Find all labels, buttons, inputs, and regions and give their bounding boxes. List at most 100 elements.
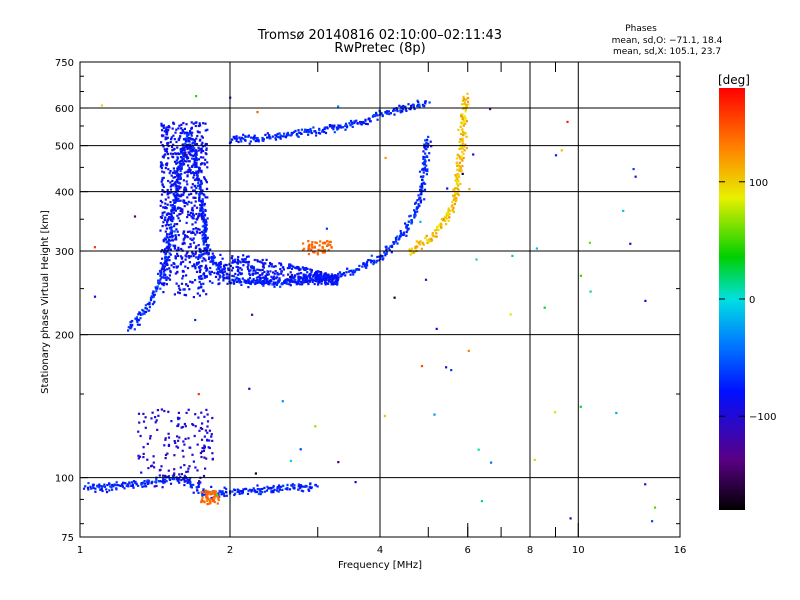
data-point: [135, 316, 138, 319]
data-point: [271, 489, 274, 492]
data-point: [205, 187, 208, 190]
data-point: [188, 479, 191, 482]
data-point: [151, 292, 154, 295]
data-point: [207, 493, 210, 496]
data-point: [203, 176, 206, 179]
data-point: [201, 277, 204, 280]
x-tick-label: 8: [527, 545, 533, 556]
data-point: [187, 246, 190, 249]
data-point: [296, 267, 299, 270]
data-point: [219, 490, 223, 493]
data-point: [269, 270, 272, 273]
data-point: [324, 241, 327, 244]
data-point: [241, 277, 244, 280]
data-point: [197, 178, 201, 181]
data-point: [100, 488, 103, 491]
data-point: [147, 482, 150, 485]
data-point: [401, 107, 404, 111]
data-point: [175, 128, 178, 131]
data-point: [314, 483, 317, 487]
data-point: [187, 164, 190, 167]
grid-lines: [80, 62, 680, 537]
data-point: [167, 248, 170, 251]
data-point: [208, 490, 212, 494]
data-point: [176, 157, 179, 160]
data-point: [190, 127, 193, 130]
data-point: [200, 151, 203, 154]
data-point: [268, 134, 271, 137]
data-point: [203, 204, 206, 207]
data-point: [329, 243, 332, 247]
data-point: [307, 129, 310, 132]
data-point: [414, 210, 417, 213]
data-point: [186, 470, 190, 473]
data-point: [264, 133, 267, 136]
data-point: [349, 273, 352, 276]
data-point: [181, 129, 184, 133]
data-point: [223, 264, 226, 267]
data-point: [185, 255, 188, 258]
data-point: [160, 408, 163, 411]
data-point: [165, 213, 168, 216]
data-point: [162, 266, 165, 269]
data-point: [186, 196, 189, 199]
data-point: [206, 246, 209, 249]
data-point: [175, 178, 178, 182]
data-point: [254, 269, 257, 272]
data-point: [101, 485, 104, 488]
data-point: [290, 275, 293, 278]
data-point: [211, 457, 214, 460]
data-point: [203, 222, 206, 225]
data-point: [157, 272, 160, 275]
data-point: [194, 413, 197, 416]
data-point: [280, 272, 283, 275]
data-point: [560, 149, 563, 152]
data-point: [322, 242, 325, 245]
data-point: [301, 283, 304, 286]
data-point: [382, 257, 385, 260]
data-point: [203, 252, 206, 255]
data-point: [309, 268, 312, 271]
data-point: [158, 469, 161, 472]
data-point: [224, 490, 227, 494]
data-point: [292, 265, 295, 268]
data-point: [183, 230, 186, 233]
data-point: [371, 260, 374, 263]
data-point: [198, 214, 201, 217]
data-point: [179, 199, 182, 202]
data-point: [180, 165, 183, 168]
data-point: [165, 480, 168, 483]
data-point: [225, 487, 228, 491]
data-point: [252, 138, 255, 141]
data-point: [164, 153, 167, 156]
data-point: [214, 275, 218, 278]
data-point: [262, 262, 265, 265]
data-point: [180, 247, 183, 251]
data-point: [214, 492, 217, 496]
data-point: [185, 123, 188, 126]
data-point: [178, 436, 181, 439]
data-point: [200, 253, 203, 256]
data-point: [183, 422, 186, 426]
data-point: [454, 194, 457, 197]
data-point: [251, 281, 254, 284]
data-point: [200, 498, 204, 501]
data-point: [96, 485, 99, 488]
data-point: [426, 241, 429, 245]
data-point: [186, 140, 189, 143]
data-point: [288, 266, 291, 269]
data-point: [186, 155, 189, 159]
data-point: [172, 143, 175, 146]
data-point: [464, 108, 467, 112]
data-point: [183, 474, 186, 477]
data-point: [244, 135, 247, 138]
data-point: [142, 456, 145, 459]
data-point: [461, 147, 464, 150]
data-point: [159, 274, 162, 277]
data-point: [202, 282, 205, 285]
data-point: [178, 473, 181, 476]
data-point: [205, 237, 208, 241]
data-point: [262, 264, 265, 267]
data-point: [93, 295, 97, 298]
data-point: [195, 95, 198, 98]
